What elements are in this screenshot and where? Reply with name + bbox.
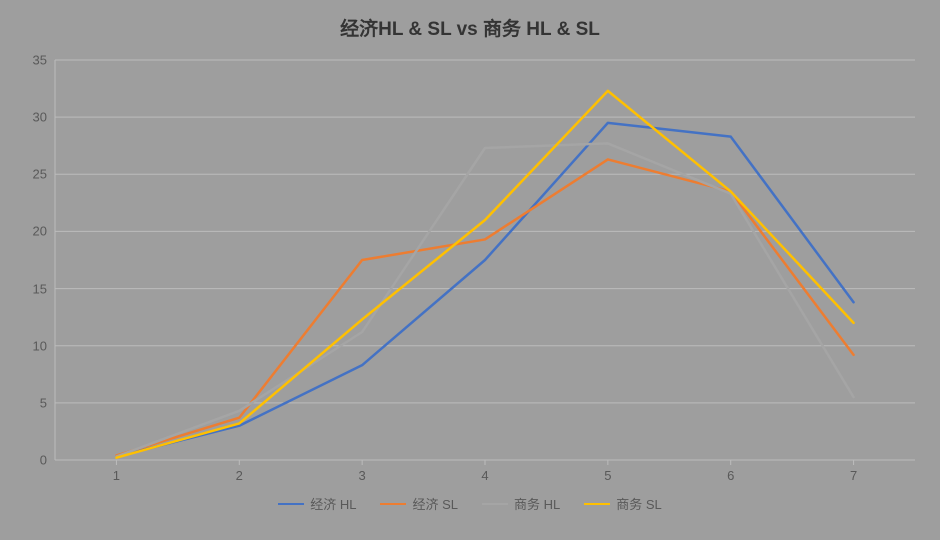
legend-swatch xyxy=(380,503,406,505)
legend-item: 商务 SL xyxy=(584,494,662,513)
legend-swatch xyxy=(278,503,304,505)
legend-item: 商务 HL xyxy=(482,494,560,513)
legend-label: 经济 SL xyxy=(412,494,458,513)
legend-label: 经济 HL xyxy=(310,494,356,513)
legend-swatch xyxy=(584,503,610,505)
legend-item: 经济 SL xyxy=(380,494,458,513)
legend-swatch xyxy=(482,503,508,505)
line-chart: 经济HL & SL vs 商务 HL & SL 05101520253035 1… xyxy=(0,0,940,540)
legend: 经济 HL 经济 SL 商务 HL 商务 SL xyxy=(0,494,940,513)
legend-label: 商务 SL xyxy=(616,494,662,513)
legend-label: 商务 HL xyxy=(514,494,560,513)
legend-item: 经济 HL xyxy=(278,494,356,513)
plot-area xyxy=(0,0,940,540)
